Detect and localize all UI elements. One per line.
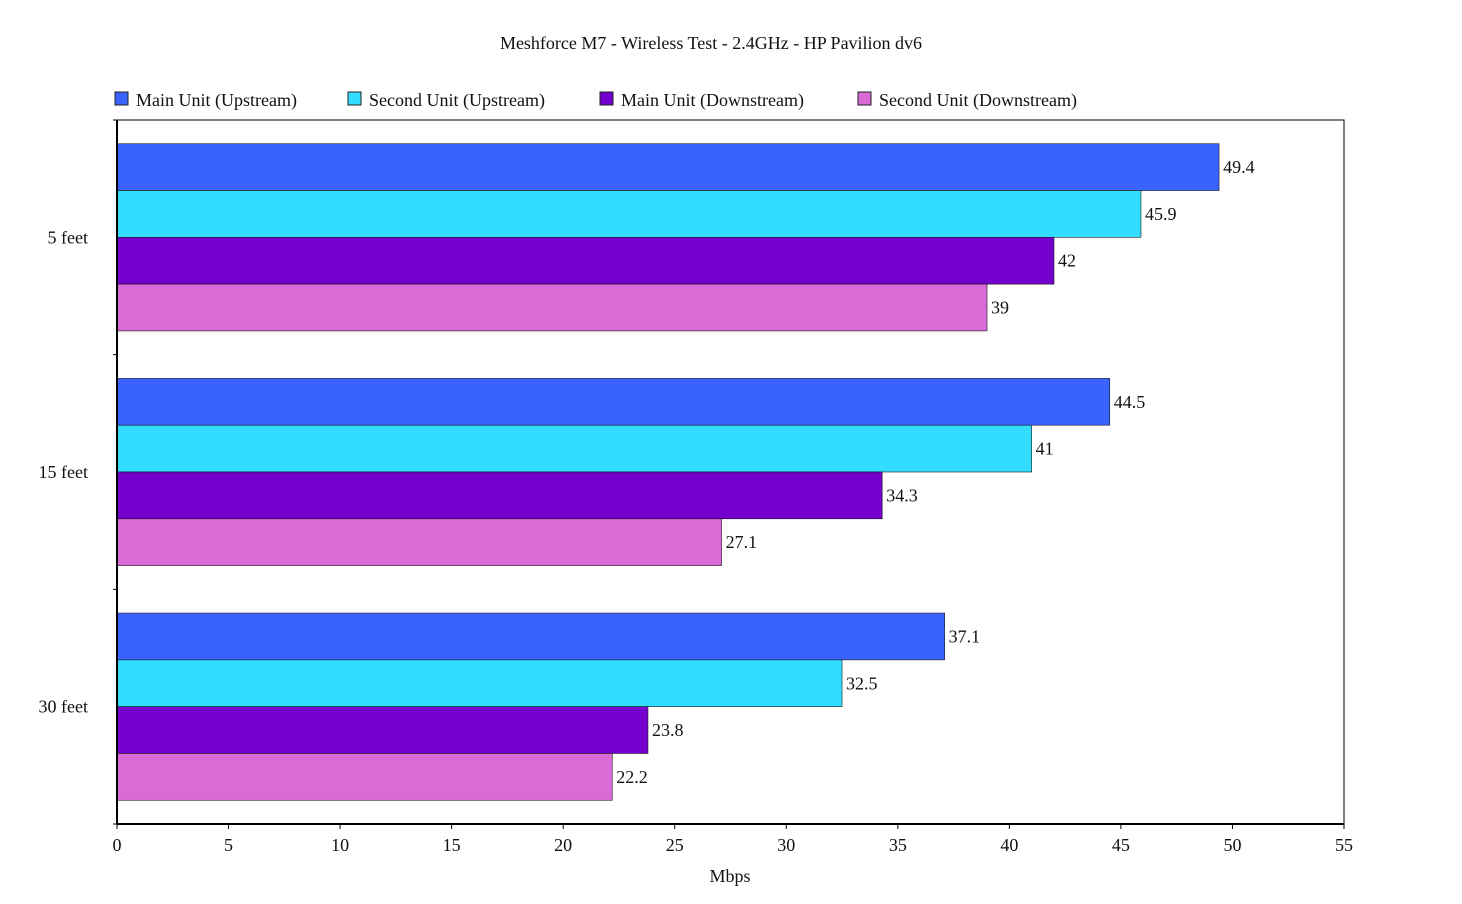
legend-label: Second Unit (Upstream) — [369, 90, 545, 111]
data-label: 39 — [991, 298, 1009, 318]
x-tick-label: 20 — [554, 835, 572, 855]
legend-item: Main Unit (Downstream) — [599, 90, 804, 111]
bar — [116, 612, 945, 661]
value-labels: 49.4 45.9 42 39 44.5 41 34.3 27.1 37.1 32.5 23.8 22… — [616, 157, 1254, 787]
x-tick-label: 40 — [1000, 835, 1018, 855]
x-tick-label: 55 — [1335, 835, 1353, 855]
y-tick-label: 15 feet — [39, 462, 88, 482]
data-label: 22.2 — [616, 767, 648, 787]
bar — [116, 659, 843, 707]
x-tick-label: 10 — [331, 835, 349, 855]
bar — [116, 378, 1111, 426]
legend-swatch — [857, 91, 872, 106]
data-label: 34.3 — [886, 485, 918, 505]
bar — [116, 143, 1220, 191]
legend-label: Main Unit (Downstream) — [621, 90, 804, 111]
x-tick-label: 45 — [1112, 835, 1130, 855]
legend-item: Main Unit (Upstream) — [114, 90, 297, 111]
legend: Main Unit (Upstream) Second Unit (Upstrea… — [114, 90, 1077, 111]
legend-item: Second Unit (Downstream) — [857, 90, 1077, 111]
data-label: 49.4 — [1223, 157, 1255, 177]
data-label: 45.9 — [1145, 204, 1177, 224]
y-axis: 5 feet 15 feet 30 feet — [39, 119, 118, 825]
y-tick-label: 5 feet — [48, 227, 88, 247]
x-axis-label: Mbps — [709, 866, 750, 886]
y-tick-label: 30 feet — [39, 697, 88, 717]
legend-label: Main Unit (Upstream) — [136, 90, 297, 111]
legend-swatch — [114, 91, 129, 106]
bar — [116, 283, 988, 332]
legend-label: Second Unit (Downstream) — [879, 90, 1077, 111]
bar — [116, 424, 1032, 473]
x-axis: 0 5 10 15 20 25 30 35 40 45 50 55 — [113, 823, 1353, 855]
x-tick-label: 5 — [224, 835, 233, 855]
bar — [116, 471, 883, 520]
chart-title: Meshforce M7 - Wireless Test - 2.4GHz - … — [500, 33, 922, 53]
bar — [116, 706, 649, 754]
data-label: 44.5 — [1114, 392, 1146, 412]
x-tick-label: 15 — [443, 835, 461, 855]
data-label: 37.1 — [949, 626, 981, 646]
legend-item: Second Unit (Upstream) — [347, 90, 545, 111]
x-tick-label: 30 — [777, 835, 795, 855]
x-tick-label: 25 — [666, 835, 684, 855]
legend-swatch — [599, 91, 614, 106]
x-tick-label: 50 — [1223, 835, 1241, 855]
bars — [116, 143, 1220, 801]
bar — [116, 753, 613, 801]
data-label: 23.8 — [652, 720, 684, 740]
data-label: 41 — [1036, 439, 1054, 459]
legend-swatch — [347, 91, 362, 106]
data-label: 27.1 — [726, 532, 758, 552]
x-tick-label: 35 — [889, 835, 907, 855]
bar — [116, 237, 1055, 285]
data-label: 32.5 — [846, 673, 878, 693]
bar — [116, 190, 1142, 238]
bar — [116, 518, 722, 566]
data-label: 42 — [1058, 251, 1076, 271]
x-tick-label: 0 — [113, 835, 122, 855]
